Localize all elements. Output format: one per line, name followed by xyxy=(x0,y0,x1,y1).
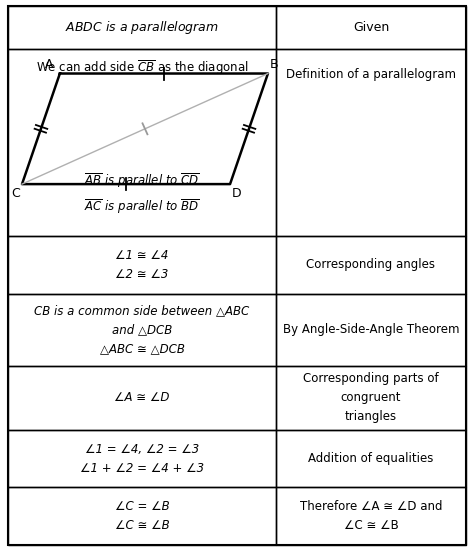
Bar xyxy=(276,236,466,294)
Text: ∠A ≅ ∠D: ∠A ≅ ∠D xyxy=(114,391,170,404)
Bar xyxy=(8,365,276,430)
Text: Corresponding parts of
congruent
triangles: Corresponding parts of congruent triangl… xyxy=(303,372,439,423)
Bar xyxy=(8,48,276,236)
Text: ∠C = ∠B
∠C ≅ ∠B: ∠C = ∠B ∠C ≅ ∠B xyxy=(115,500,169,532)
Bar xyxy=(8,430,276,488)
Bar xyxy=(276,294,466,365)
Text: CB is a common side between △ABC
and △DCB
△ABC ≅ △DCB: CB is a common side between △ABC and △DC… xyxy=(34,304,250,355)
Text: We can add side $\overline{CB}$ as the diagonal: We can add side $\overline{CB}$ as the d… xyxy=(36,58,248,78)
Bar xyxy=(8,236,276,294)
Text: ∠1 ≅ ∠4
∠2 ≅ ∠3: ∠1 ≅ ∠4 ∠2 ≅ ∠3 xyxy=(115,249,169,281)
Text: C: C xyxy=(11,186,19,199)
Text: $\mathit{\overline{AB}}$ is parallel to $\mathit{\overline{CD}}$
$\mathit{\overl: $\mathit{\overline{AB}}$ is parallel to … xyxy=(84,171,200,215)
Bar xyxy=(276,48,466,236)
Bar xyxy=(276,6,466,48)
Text: A: A xyxy=(46,58,54,71)
Text: Corresponding angles: Corresponding angles xyxy=(307,258,436,272)
Bar xyxy=(8,488,276,545)
Bar xyxy=(276,430,466,488)
Text: Addition of equalities: Addition of equalities xyxy=(308,452,434,465)
Text: $\mathit{ABDC}$ is a parallelogram: $\mathit{ABDC}$ is a parallelogram xyxy=(65,19,219,36)
Bar xyxy=(8,6,276,48)
Bar xyxy=(8,294,276,365)
Text: B: B xyxy=(270,58,278,71)
Text: Given: Given xyxy=(353,21,389,34)
Text: By Angle-Side-Angle Theorem: By Angle-Side-Angle Theorem xyxy=(283,323,459,336)
Text: Therefore ∠A ≅ ∠D and
∠C ≅ ∠B: Therefore ∠A ≅ ∠D and ∠C ≅ ∠B xyxy=(300,500,442,532)
Text: ∠1 = ∠4, ∠2 = ∠3
∠1 + ∠2 = ∠4 + ∠3: ∠1 = ∠4, ∠2 = ∠3 ∠1 + ∠2 = ∠4 + ∠3 xyxy=(80,442,204,475)
Text: D: D xyxy=(232,186,241,199)
Bar xyxy=(276,488,466,545)
Bar xyxy=(276,365,466,430)
Text: Definition of a parallelogram: Definition of a parallelogram xyxy=(286,68,456,82)
